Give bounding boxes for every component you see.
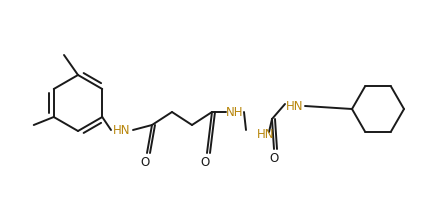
Text: NH: NH <box>226 106 244 118</box>
Text: O: O <box>270 152 278 166</box>
Text: HN: HN <box>257 127 274 141</box>
Text: HN: HN <box>286 99 304 113</box>
Text: HN: HN <box>113 124 131 136</box>
Text: O: O <box>140 155 150 168</box>
Text: O: O <box>200 155 210 168</box>
